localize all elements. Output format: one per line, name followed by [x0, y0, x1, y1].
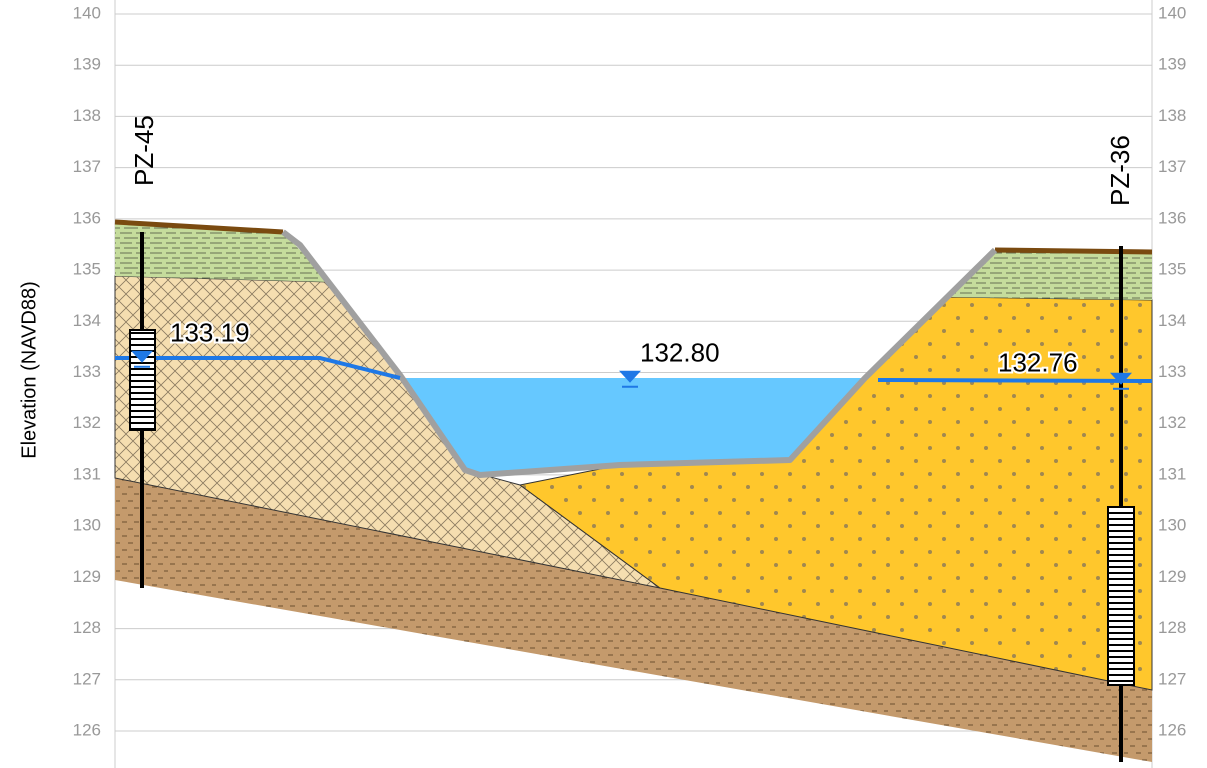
well-screen [129, 329, 156, 431]
y-tick-label: 130 [1158, 516, 1186, 535]
water-level-marker [619, 370, 641, 383]
layers [114, 219, 1153, 762]
y-tick-label: 137 [73, 157, 101, 176]
water-level-label: 133.19 [170, 318, 250, 348]
y-tick-label: 140 [73, 3, 101, 22]
well-label: PZ-36 [1105, 135, 1135, 206]
green-layer-right [950, 250, 1152, 300]
y-tick-label: 135 [73, 260, 101, 279]
y-tick-label: 129 [73, 567, 101, 586]
water-levels [131, 350, 1132, 390]
channel-liner [281, 229, 998, 478]
y-tick-label: 139 [73, 55, 101, 74]
axis-label: Elevation (NAVD88) [18, 281, 40, 458]
y-tick-label: 140 [1158, 3, 1186, 22]
y-tick-label: 131 [73, 464, 101, 483]
y-tick-label: 132 [73, 413, 101, 432]
y-tick-label: 129 [1158, 567, 1186, 586]
water-level-label: 132.80 [640, 338, 720, 368]
y-tick-label: 139 [1158, 55, 1186, 74]
y-tick-label: 134 [1158, 311, 1186, 330]
silt-layer [115, 478, 1152, 762]
water [400, 378, 865, 475]
y-tick-label: 133 [1158, 362, 1186, 381]
y-tick-label: 128 [73, 618, 101, 637]
well-screen [1107, 506, 1135, 686]
water-level-label: 132.76 [998, 348, 1078, 378]
y-tick-label: 132 [1158, 413, 1186, 432]
topsoil [114, 219, 1153, 255]
y-tick-label: 131 [1158, 464, 1186, 483]
water-level-marker [1110, 372, 1132, 385]
y-tick-label: 127 [73, 669, 101, 688]
y-tick-label: 136 [73, 208, 101, 227]
y-tick-label: 138 [73, 106, 101, 125]
y-tick-label: 130 [73, 516, 101, 535]
well-label: PZ-45 [129, 115, 159, 186]
y-tick-label: 126 [73, 720, 101, 739]
y-tick-label: 126 [1158, 720, 1186, 739]
green-layer-left [115, 222, 330, 282]
water-level-marker [131, 350, 153, 363]
y-tick-label: 134 [73, 311, 101, 330]
y-tick-label: 137 [1158, 157, 1186, 176]
y-tick-label: 128 [1158, 618, 1186, 637]
y-tick-label: 133 [73, 362, 101, 381]
y-tick-label: 136 [1158, 208, 1186, 227]
water-table [115, 356, 1153, 383]
y-tick-label: 135 [1158, 260, 1186, 279]
y-tick-label: 138 [1158, 106, 1186, 125]
y-tick-label: 127 [1158, 669, 1186, 688]
